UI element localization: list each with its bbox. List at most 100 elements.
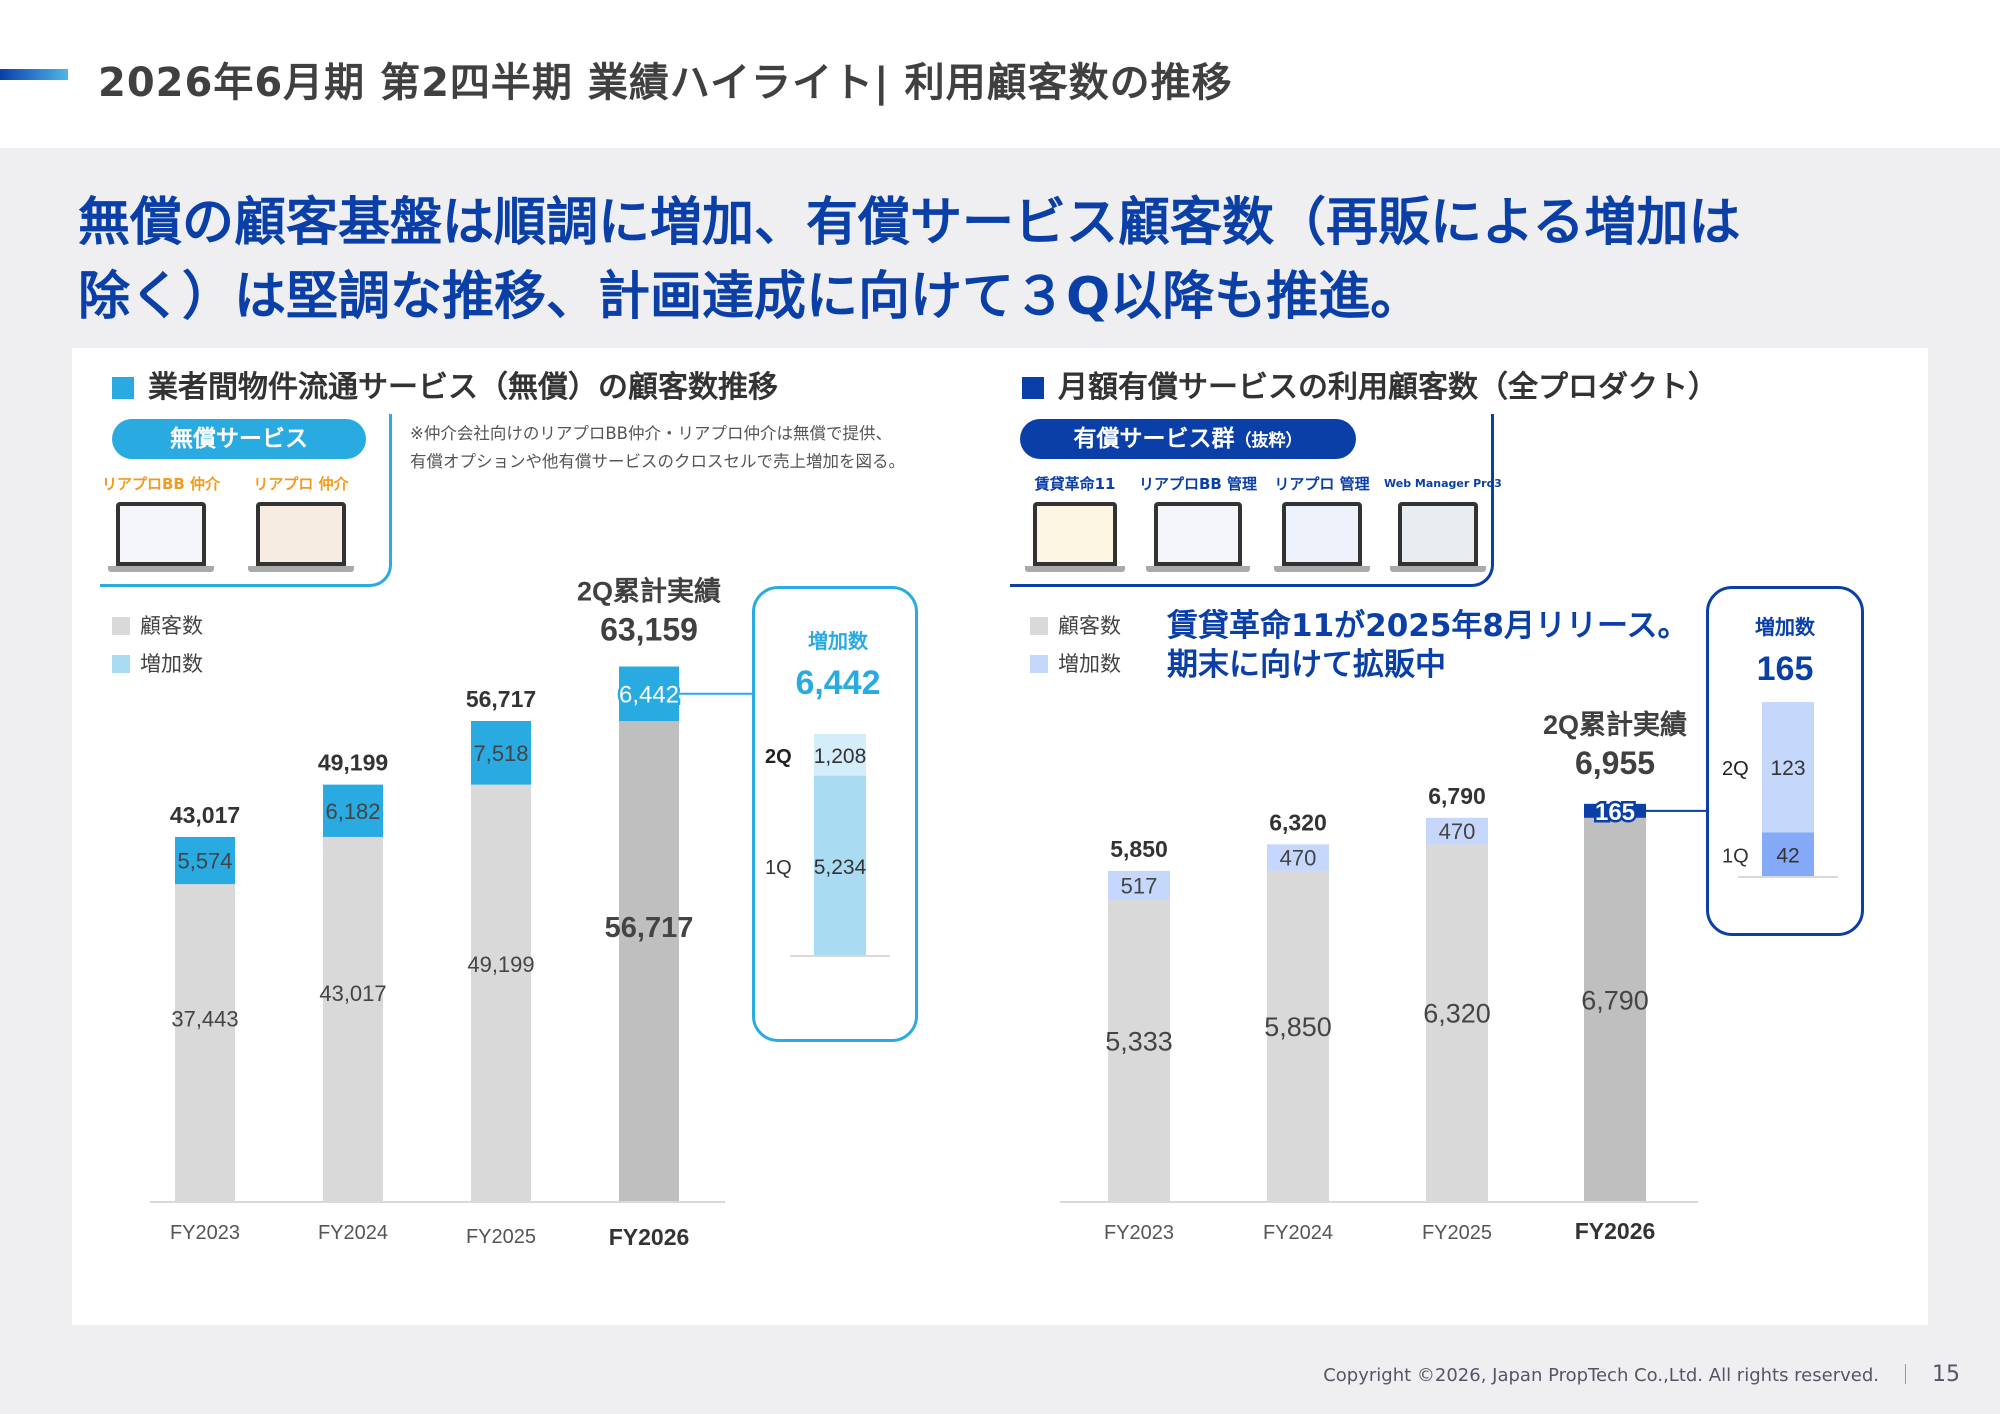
paid-service-pill: 有償サービス群（抜粋） <box>1020 419 1356 459</box>
footer: Copyright ©2026, Japan PropTech Co.,Ltd.… <box>1323 1362 1960 1387</box>
right-section-title-text: 月額有償サービスの利用顧客数（全プロダクト） <box>1058 370 1718 405</box>
bar-increase <box>323 784 383 837</box>
qbox-bar-2q <box>814 734 866 776</box>
legend-label: 顧客数 <box>1058 614 1121 638</box>
bar-increase <box>175 836 235 885</box>
qbox-bar-2q <box>1762 702 1814 833</box>
bar-customers <box>1108 900 1170 1201</box>
legend-swatch <box>112 617 130 635</box>
legend-item-customers: 顧客数 <box>1030 607 1121 645</box>
product-web-manager-pro3: Web Manager Pro3 <box>1384 472 1502 572</box>
data-label-customers: 5,850 <box>1264 1012 1332 1042</box>
product-label: 賃貸革命11 <box>1034 475 1116 493</box>
legend-item-increase: 増加数 <box>112 645 203 683</box>
bar-increase <box>1426 817 1488 845</box>
qbox-value-1q: 42 <box>1776 845 1799 868</box>
data-label-total: 5,850 <box>1110 836 1168 862</box>
bar-increase <box>1267 844 1329 871</box>
right-callout: 賃貸革命11が2025年8月リリース。 期末に向けて拡販中 <box>1167 607 1688 685</box>
laptop-screenshot-icon <box>1274 502 1370 572</box>
cumulative-label: 2Q累計実績 <box>577 575 721 606</box>
x-tick-label: FY2026 <box>609 1224 690 1250</box>
data-label-total: 6,790 <box>1428 783 1486 809</box>
callout-line-2: 期末に向けて拡販中 <box>1167 647 1446 683</box>
product-reapro-chukai: リアプロ 仲介 <box>236 472 366 572</box>
legend-label: 増加数 <box>1058 652 1121 676</box>
data-label-increase: 7,518 <box>473 741 528 766</box>
footer-divider <box>1905 1364 1906 1384</box>
laptop-screenshot-icon <box>248 502 354 572</box>
copyright: Copyright ©2026, Japan PropTech Co.,Ltd.… <box>1323 1365 1879 1386</box>
free-service-note: ※仲介会社向けのリアプロBB仲介・リアプロ仲介は無償で提供、 有償オプションや他… <box>410 420 905 476</box>
x-tick-label: FY2025 <box>1422 1222 1492 1244</box>
data-label-customers: 43,017 <box>319 981 386 1006</box>
data-label-increase: 6,182 <box>325 799 380 824</box>
data-label-total: 49,199 <box>318 750 388 776</box>
x-tick-label: FY2026 <box>1575 1218 1656 1244</box>
qbox-title: 増加数 <box>808 629 869 653</box>
data-label-increase: 470 <box>1280 846 1317 871</box>
qbox-label-2q: 2Q <box>1722 758 1749 780</box>
bar-increase <box>1584 803 1646 818</box>
bar-customers <box>1426 844 1488 1201</box>
qbox-value-2q: 1,208 <box>814 745 867 768</box>
qbox-label-1q: 1Q <box>1722 846 1749 868</box>
qbox-title: 増加数 <box>1755 615 1816 639</box>
note-line-1: ※仲介会社向けのリアプロBB仲介・リアプロ仲介は無償で提供、 <box>410 424 892 443</box>
data-label-increase: 165 <box>1595 799 1635 826</box>
page-number: 15 <box>1932 1362 1960 1387</box>
data-label-total: 43,017 <box>170 802 240 828</box>
square-bullet-icon <box>1022 377 1044 399</box>
product-label: Web Manager Pro3 <box>1384 477 1502 490</box>
data-label-total: 56,717 <box>466 686 536 712</box>
product-label: リアプロBB 管理 <box>1138 475 1258 493</box>
data-label-customers: 6,790 <box>1581 985 1649 1015</box>
legend-swatch <box>112 655 130 673</box>
laptop-screenshot-icon <box>108 502 214 572</box>
bar-customers <box>175 884 235 1201</box>
product-reapro-kanri: リアプロ 管理 <box>1262 472 1382 572</box>
data-label-customers: 6,320 <box>1423 999 1491 1029</box>
left-section-title: 業者間物件流通サービス（無償）の顧客数推移 <box>112 362 778 406</box>
legend-label: 顧客数 <box>140 614 203 638</box>
cumulative-value: 63,159 <box>600 611 698 647</box>
bar-increase <box>471 721 531 785</box>
x-tick-label: FY2023 <box>170 1222 240 1244</box>
qbox-bar-1q <box>814 775 866 956</box>
data-label-increase: 5,574 <box>177 849 232 874</box>
headline-line-2: 除く）は堅調な推移、計画達成に向けて３Q以降も推進。 <box>78 267 1423 327</box>
cumulative-label: 2Q累計実績 <box>1543 709 1687 740</box>
free-service-bracket <box>100 414 392 587</box>
qbox-bar-1q <box>1762 832 1814 877</box>
bar-customers <box>1267 870 1329 1201</box>
free-service-pill: 無償サービス <box>112 419 366 459</box>
data-label-increase: 517 <box>1121 873 1158 898</box>
bar-customers <box>323 836 383 1201</box>
x-tick-label: FY2024 <box>1263 1222 1333 1244</box>
data-label-customers: 5,333 <box>1105 1027 1173 1057</box>
bar-customers <box>471 784 531 1201</box>
paid-service-bracket <box>1010 414 1494 587</box>
paid-service-pill-label: 有償サービス群 <box>1073 426 1235 452</box>
qbox-label-1q: 1Q <box>765 857 792 879</box>
left-legend: 顧客数 増加数 <box>112 607 203 683</box>
product-label: リアプロ 仲介 <box>253 475 349 493</box>
square-bullet-icon <box>112 377 134 399</box>
laptop-screenshot-icon <box>1146 502 1250 572</box>
legend-swatch <box>1030 617 1048 635</box>
legend-item-increase: 増加数 <box>1030 645 1121 683</box>
product-reapro-bb-chukai: リアプロBB 仲介 <box>96 472 226 572</box>
note-line-2: 有償オプションや他有償サービスのクロスセルで売上増加を図る。 <box>410 452 905 471</box>
header-bar: 2026年6月期 第2四半期 業績ハイライト| 利用顧客数の推移 <box>0 0 2000 148</box>
page-title: 2026年6月期 第2四半期 業績ハイライト| 利用顧客数の推移 <box>98 60 1233 106</box>
qbox-label-2q: 2Q <box>765 746 792 768</box>
qbox-total: 165 <box>1757 650 1814 688</box>
data-label-customers: 56,717 <box>605 912 694 944</box>
legend-swatch <box>1030 655 1048 673</box>
paid-service-pill-sub: （抜粋） <box>1234 431 1303 451</box>
cumulative-value: 6,955 <box>1575 745 1655 781</box>
qbox-value-2q: 123 <box>1770 757 1805 780</box>
legend-item-customers: 顧客数 <box>112 607 203 645</box>
x-tick-label: FY2025 <box>466 1226 536 1248</box>
